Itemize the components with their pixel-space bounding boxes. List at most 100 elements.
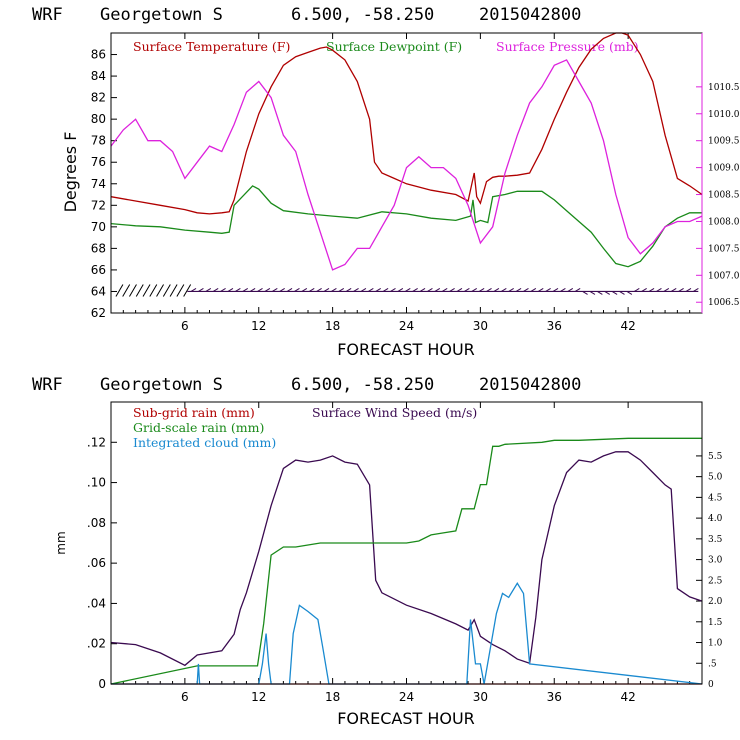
wind-barb	[345, 288, 352, 292]
chart1-model: WRF	[32, 5, 63, 25]
wind-barb	[249, 288, 256, 292]
x-tick-label: 30	[473, 319, 488, 333]
y2-tick-label: 1010.0	[708, 110, 740, 120]
wind-barb	[560, 288, 566, 292]
chart-rain-cloud-wind: WRF Georgetown S 6.500, -58.250 20150428…	[32, 375, 723, 728]
chart2-plot-area: 6 12 18 24 30 36 42 0 .02 .04 .06 .08 .10 .12 0 .5 1.0 1.…	[87, 402, 723, 704]
wind-barb	[648, 288, 655, 292]
chart1-ylabel: Degrees F	[61, 132, 80, 213]
x-tick-label: 18	[325, 319, 340, 333]
series-line-wind	[110, 451, 703, 667]
wind-barb	[634, 288, 640, 292]
series-line-cloud	[111, 582, 703, 685]
wind-barb	[464, 288, 470, 292]
y2-tick-label: 1.5	[708, 618, 723, 628]
wind-barb	[382, 288, 389, 292]
x-tick-label: 24	[399, 690, 414, 704]
wind-barb	[316, 288, 322, 292]
y-tick-label: 74	[91, 177, 106, 191]
y2-tick-label: 3.5	[708, 535, 723, 545]
wind-barb	[323, 288, 330, 292]
y-tick-label: 68	[91, 241, 106, 255]
wind-barb	[604, 291, 610, 295]
x-tick-label: 42	[620, 319, 635, 333]
wind-barb	[508, 288, 514, 292]
wind-barb	[169, 284, 178, 297]
chart1-coords: 6.500, -58.250	[291, 5, 434, 25]
series-line-gridscale	[110, 437, 702, 685]
legend-temperature: Surface Temperature (F)	[133, 39, 290, 54]
wind-barb	[156, 284, 164, 297]
wind-barb	[135, 284, 144, 297]
wind-barb	[589, 291, 596, 295]
wind-barb	[272, 288, 278, 292]
wind-barb	[149, 284, 158, 297]
wind-barb	[353, 288, 359, 292]
wind-barb	[220, 288, 226, 292]
wind-barb	[205, 288, 212, 292]
legend-pressure: Surface Pressure (mb)	[496, 39, 639, 54]
wind-barb	[456, 288, 463, 292]
wind-barb	[663, 288, 670, 292]
y-tick-label: 64	[91, 284, 106, 298]
legend-wind-speed: Surface Wind Speed (m/s)	[312, 405, 477, 420]
x-tick-label: 12	[251, 690, 266, 704]
wind-barb	[375, 288, 381, 292]
x-tick-label: 24	[399, 319, 414, 333]
wind-barb	[611, 291, 618, 295]
chart2-header: WRF Georgetown S 6.500, -58.250 20150428…	[32, 375, 581, 395]
y2-tick-label: 1007.5	[708, 244, 740, 254]
wind-barb	[656, 288, 662, 292]
y-tick-label: 62	[91, 306, 106, 320]
wind-barb	[405, 288, 411, 292]
x-tick-label: 42	[620, 690, 635, 704]
wind-barb	[523, 288, 529, 292]
y2-tick-label: 4.0	[708, 514, 723, 524]
y2-tick-label: 4.5	[708, 493, 723, 503]
y-tick-label: 82	[91, 91, 106, 105]
y-tick-label: 86	[91, 48, 106, 62]
chart1-plot-area: 6 12 18 24 30 36 42 62 64 66 68 70 72 74 76 78 80 82 84 86 1…	[91, 32, 740, 333]
wind-barb	[501, 288, 507, 292]
wind-barb	[441, 288, 448, 292]
y-tick-label: 72	[91, 198, 106, 212]
chart1-station: Georgetown S	[100, 5, 223, 25]
wind-barb	[198, 288, 204, 292]
legend-subgrid-rain: Sub-grid rain (mm)	[133, 405, 255, 420]
wind-barb	[471, 288, 478, 292]
wind-barb	[331, 288, 337, 292]
wind-barb	[670, 288, 677, 292]
wind-barb	[397, 288, 404, 292]
y-tick-label: 80	[91, 112, 106, 126]
wind-barb	[693, 288, 699, 292]
wind-barb	[641, 288, 647, 292]
wind-barb	[515, 288, 522, 292]
wind-barb	[142, 284, 151, 297]
y2-tick-label: 0	[708, 680, 714, 690]
wind-barb	[434, 288, 441, 292]
wind-barb	[227, 288, 234, 292]
wind-barb	[368, 288, 374, 292]
wind-barb	[567, 288, 574, 292]
y2-tick-label: 1008.5	[708, 191, 740, 201]
wind-barb	[301, 288, 308, 292]
y-tick-label: .08	[87, 516, 106, 530]
series-line-dewpoint	[110, 185, 702, 268]
series-line-pressure	[110, 59, 703, 271]
y-tick-label: 78	[91, 134, 106, 148]
y2-tick-label: 3.0	[708, 556, 723, 566]
x-tick-label: 12	[251, 319, 266, 333]
legend-dewpoint: Surface Dewpoint (F)	[326, 39, 462, 54]
chart2-coords: 6.500, -58.250	[291, 375, 434, 395]
wind-barb	[493, 288, 500, 292]
x-tick-label: 36	[547, 319, 562, 333]
x-tick-label: 6	[181, 319, 189, 333]
chart2-station: Georgetown S	[100, 375, 223, 395]
wind-barb	[685, 288, 692, 292]
chart2-frame	[110, 401, 703, 685]
wind-barb	[115, 284, 124, 297]
y-tick-label: 0	[98, 677, 106, 691]
y-tick-label: .06	[87, 556, 106, 570]
y-tick-label: 70	[91, 220, 106, 234]
y-tick-label: 76	[91, 155, 106, 169]
